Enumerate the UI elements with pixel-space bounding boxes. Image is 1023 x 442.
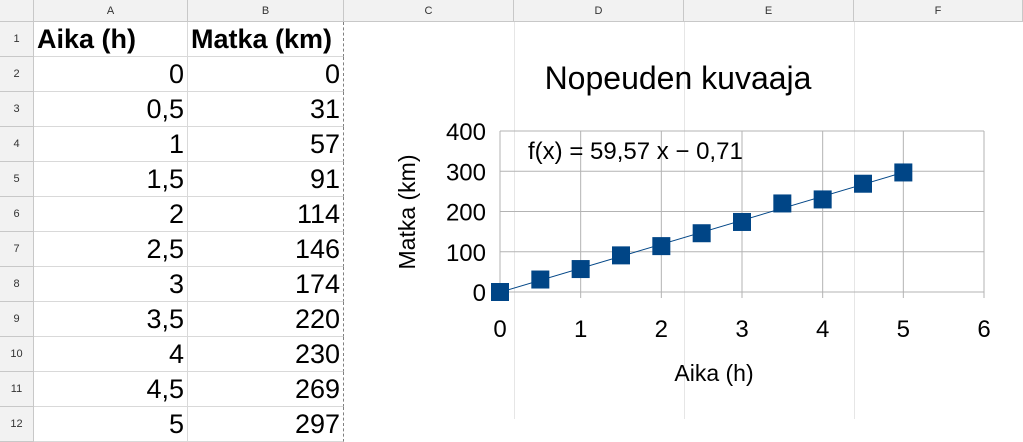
cell-matka[interactable]: 91: [188, 162, 344, 197]
cell-aika[interactable]: 2: [34, 197, 188, 232]
y-tick-label: 0: [473, 280, 486, 307]
cell-matka[interactable]: 220: [188, 302, 344, 337]
column-header-f[interactable]: F: [854, 0, 1023, 22]
y-tick-label: 300: [446, 159, 486, 186]
cell-matka[interactable]: 174: [188, 267, 344, 302]
x-tick-label: 1: [574, 316, 587, 343]
row-header-9[interactable]: 9: [0, 302, 34, 337]
data-point: [692, 224, 711, 243]
cell-aika[interactable]: 0,5: [34, 92, 188, 127]
gridline: [854, 22, 855, 419]
x-tick-label: 5: [897, 316, 910, 343]
data-point: [854, 174, 872, 193]
cell-matka[interactable]: 146: [188, 232, 344, 267]
scatter-chart[interactable]: Nopeuden kuvaaja 0 100 200 300 400 0 1 2 3 4 5 6 f…: [344, 22, 1023, 419]
cell-matka[interactable]: 269: [188, 372, 344, 407]
cell-aika[interactable]: 2,5: [34, 232, 188, 267]
y-axis-label: Matka (km): [394, 155, 420, 270]
cell-matka[interactable]: 0: [188, 57, 344, 92]
cell-aika[interactable]: 4,5: [34, 372, 188, 407]
cell-matka[interactable]: 57: [188, 127, 344, 162]
data-point: [733, 212, 751, 231]
column-header-d[interactable]: D: [514, 0, 684, 22]
x-tick-label: 4: [816, 316, 829, 343]
chart-grid: [499, 130, 985, 298]
cell-aika[interactable]: 4: [34, 337, 188, 372]
gridline: [514, 22, 515, 419]
y-tick-label: 200: [446, 200, 486, 227]
row-header-1[interactable]: 1: [0, 22, 34, 57]
cell-aika[interactable]: 1,5: [34, 162, 188, 197]
gridline: [684, 22, 685, 419]
row-header-11[interactable]: 11: [0, 372, 34, 407]
x-axis-label: Aika (h): [674, 360, 753, 386]
column-header-a[interactable]: A: [34, 0, 188, 22]
chart-title: Nopeuden kuvaaja: [545, 60, 812, 96]
row-header-8[interactable]: 8: [0, 267, 34, 302]
data-markers: [491, 163, 913, 301]
row-header-6[interactable]: 6: [0, 197, 34, 232]
column-header-b[interactable]: B: [188, 0, 344, 22]
row-header-7[interactable]: 7: [0, 232, 34, 267]
cell-aika[interactable]: 5: [34, 407, 188, 442]
cell-matka[interactable]: 297: [188, 407, 344, 442]
row-header-4[interactable]: 4: [0, 127, 34, 162]
cell-a1-header[interactable]: Aika (h): [34, 22, 188, 57]
row-header-12[interactable]: 12: [0, 407, 34, 442]
cell-matka[interactable]: 31: [188, 92, 344, 127]
data-point: [813, 190, 832, 209]
cell-matka[interactable]: 230: [188, 337, 344, 372]
select-all-corner[interactable]: [0, 0, 34, 22]
trendline-equation: f(x) = 59,57 x − 0,71: [528, 138, 743, 165]
data-point: [612, 246, 630, 265]
x-tick-label: 2: [655, 316, 668, 343]
row-header-5[interactable]: 5: [0, 162, 34, 197]
x-tick-labels: 0 1 2 3 4 5 6: [493, 316, 990, 343]
x-tick-label: 3: [735, 316, 748, 343]
row-header-10[interactable]: 10: [0, 337, 34, 372]
column-header-e[interactable]: E: [684, 0, 854, 22]
cell-aika[interactable]: 3,5: [34, 302, 188, 337]
x-tick-label: 6: [977, 316, 990, 343]
cell-b1-header[interactable]: Matka (km): [188, 22, 344, 57]
column-header-c[interactable]: C: [344, 0, 514, 22]
y-tick-label: 100: [446, 240, 486, 267]
row-header-2[interactable]: 2: [0, 57, 34, 92]
y-tick-labels: 0 100 200 300 400: [446, 119, 486, 307]
data-point: [894, 163, 913, 182]
data-point: [773, 194, 792, 213]
cell-matka[interactable]: 114: [188, 197, 344, 232]
row-header-3[interactable]: 3: [0, 92, 34, 127]
cell-aika[interactable]: 1: [34, 127, 188, 162]
data-point: [571, 260, 590, 279]
y-tick-label: 400: [446, 119, 486, 146]
cell-aika[interactable]: 0: [34, 57, 188, 92]
data-point: [491, 283, 509, 301]
cell-aika[interactable]: 3: [34, 267, 188, 302]
x-tick-label: 0: [493, 316, 506, 343]
data-point: [531, 270, 550, 289]
data-point: [652, 237, 671, 256]
